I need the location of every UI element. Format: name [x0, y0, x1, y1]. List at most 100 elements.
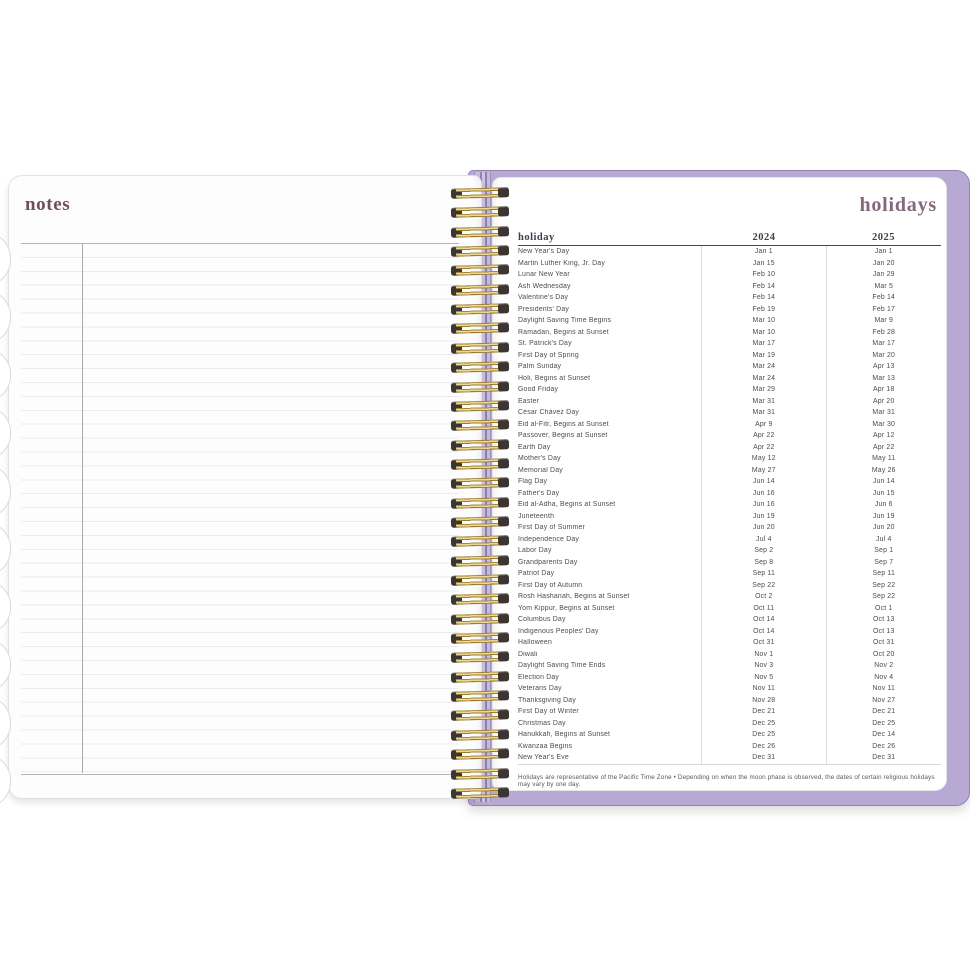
- holiday-name: Lunar New Year: [518, 271, 570, 279]
- date-2025: Feb 17: [825, 303, 941, 315]
- coil-hole: [497, 322, 510, 333]
- coil-wire: [455, 380, 505, 393]
- date-2025: Nov 4: [825, 671, 941, 683]
- table-row: Valentine's Day Feb 14 Feb 14: [518, 292, 941, 304]
- table-row: Holi, Begins at Sunset Mar 24 Mar 13: [518, 372, 941, 384]
- coil-hole: [497, 748, 510, 759]
- date-2024: Jun 20: [701, 522, 825, 534]
- holiday-table-body: New Year's Day Jan 1 Jan 1 Martin Luther Ki…: [518, 246, 941, 765]
- date-2024: Apr 9: [701, 418, 825, 430]
- notes-ruled-lines: [21, 243, 459, 775]
- coil-wire: [455, 748, 505, 760]
- holiday-name: Palm Sunday: [518, 363, 562, 371]
- spiral-binding: [450, 187, 510, 800]
- coil-hole: [497, 670, 510, 682]
- holiday-name: Kwanzaa Begins: [518, 742, 573, 750]
- date-2024: May 12: [701, 453, 825, 465]
- spiral-coil: [450, 380, 510, 393]
- date-2025: Dec 26: [825, 740, 941, 752]
- spiral-coil: [450, 670, 510, 683]
- date-2024: Jun 14: [701, 476, 825, 488]
- holiday-name: Ash Wednesday: [518, 282, 571, 290]
- date-2025: Feb 14: [825, 292, 941, 304]
- coil-hole: [497, 380, 510, 392]
- coil-wire: [455, 516, 505, 528]
- date-2025: Jun 15: [825, 487, 941, 499]
- date-2025: Jul 4: [825, 533, 941, 545]
- date-2025: May 26: [825, 464, 941, 476]
- table-row: First Day of Winter Dec 21 Dec 21: [518, 706, 941, 718]
- holiday-name: Juneteenth: [518, 512, 555, 520]
- holiday-name: Veterans Day: [518, 685, 562, 693]
- holidays-page-title: holidays: [859, 194, 937, 216]
- date-2024: Mar 10: [701, 315, 825, 327]
- date-2024: Dec 26: [701, 740, 825, 752]
- header-2024: 2024: [752, 232, 776, 243]
- holiday-name: St. Patrick's Day: [518, 340, 572, 348]
- table-row: Kwanzaa Begins Dec 26 Dec 26: [518, 740, 941, 752]
- spiral-coil: [450, 283, 510, 296]
- holiday-name: Eid al-Fitr, Begins at Sunset: [518, 420, 609, 428]
- coil-hole: [497, 651, 510, 662]
- date-2025: Jan 20: [825, 257, 941, 269]
- table-row: César Chávez Day Mar 31 Mar 31: [518, 407, 941, 419]
- date-2025: Dec 14: [825, 729, 941, 741]
- spiral-coil: [450, 748, 510, 760]
- coil-hole: [497, 516, 510, 527]
- holiday-name: Mother's Day: [518, 455, 561, 463]
- date-2025: Mar 13: [825, 372, 941, 384]
- table-row: Daylight Saving Time Ends Nov 3 Nov 2: [518, 660, 941, 672]
- coil-hole: [497, 458, 510, 469]
- coil-hole: [497, 361, 510, 372]
- coil-wire: [455, 767, 505, 780]
- date-2024: Feb 10: [701, 269, 825, 281]
- holiday-name: Rosh Hashanah, Begins at Sunset: [518, 593, 630, 601]
- spiral-coil: [450, 690, 510, 702]
- date-2025: Apr 20: [825, 395, 941, 407]
- spiral-coil: [450, 709, 510, 722]
- holiday-name: Independence Day: [518, 535, 580, 543]
- table-row: Diwali Nov 1 Oct 20: [518, 648, 941, 660]
- holiday-name: Daylight Saving Time Ends: [518, 662, 606, 670]
- coil-hole: [497, 303, 510, 314]
- coil-hole: [497, 787, 510, 798]
- holiday-table: holiday 2024 2025 New Year's Day Jan 1 Jan…: [518, 228, 941, 765]
- table-row: New Year's Eve Dec 31 Dec 31: [518, 752, 941, 764]
- date-2025: May 11: [825, 453, 941, 465]
- spiral-coil: [450, 729, 510, 741]
- date-2024: Jun 16: [701, 499, 825, 511]
- date-2024: Dec 25: [701, 717, 825, 729]
- date-2024: Feb 14: [701, 292, 825, 304]
- spiral-coil: [450, 767, 510, 780]
- date-2025: Oct 13: [825, 625, 941, 637]
- date-2025: Mar 20: [825, 349, 941, 361]
- spiral-coil: [450, 187, 510, 199]
- coil-hole: [497, 245, 510, 256]
- coil-wire: [455, 690, 505, 702]
- coil-hole: [497, 206, 510, 217]
- holiday-name: Flag Day: [518, 478, 548, 486]
- table-row: Christmas Day Dec 25 Dec 25: [518, 717, 941, 729]
- date-2025: Oct 20: [825, 648, 941, 660]
- coil-hole: [497, 225, 510, 237]
- coil-wire: [455, 284, 505, 296]
- date-2025: Jan 29: [825, 269, 941, 281]
- holiday-name: New Year's Day: [518, 248, 570, 256]
- holiday-name: Holi, Begins at Sunset: [518, 374, 591, 382]
- date-2025: Oct 13: [825, 614, 941, 626]
- holiday-name: Columbus Day: [518, 616, 566, 624]
- table-row: Memorial Day May 27 May 26: [518, 464, 941, 476]
- coil-wire: [455, 322, 505, 335]
- date-2025: Apr 22: [825, 441, 941, 453]
- date-2024: Apr 22: [701, 441, 825, 453]
- date-2024: Dec 25: [701, 729, 825, 741]
- date-2025: Nov 27: [825, 694, 941, 706]
- coil-wire: [455, 496, 505, 509]
- date-2024: Mar 19: [701, 349, 825, 361]
- date-2024: Mar 10: [701, 326, 825, 338]
- date-2025: Jun 19: [825, 510, 941, 522]
- table-row: Flag Day Jun 14 Jun 14: [518, 476, 941, 488]
- date-2024: Feb 19: [701, 303, 825, 315]
- header-2025: 2025: [872, 232, 895, 243]
